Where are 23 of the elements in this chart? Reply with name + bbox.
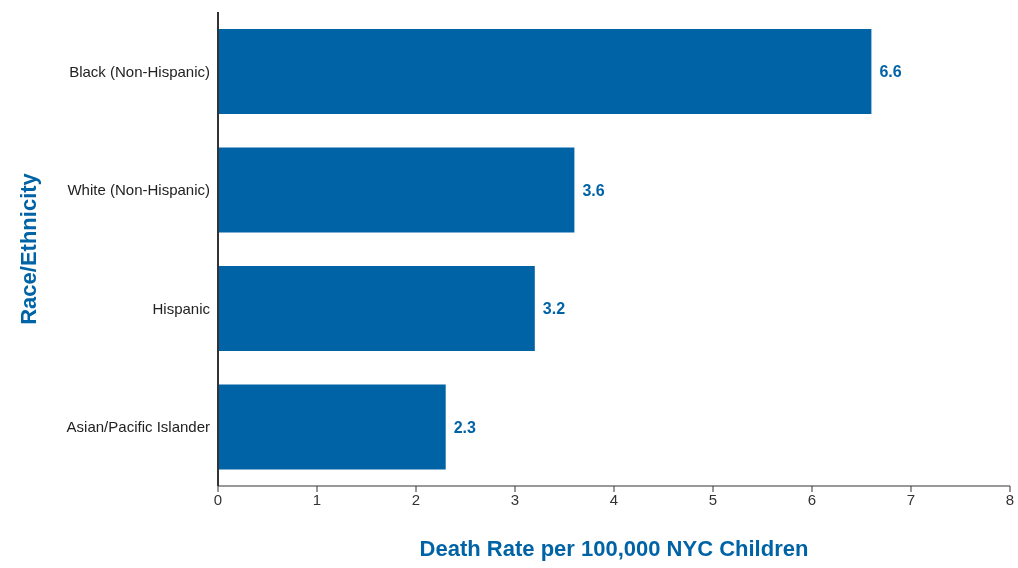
bar xyxy=(218,147,575,233)
data-label: 2.3 xyxy=(453,418,477,436)
x-tick-label: 0 xyxy=(213,490,223,508)
y-tick-label: White (Non-Hispanic) xyxy=(67,181,210,199)
x-tick-label: 1 xyxy=(312,490,322,508)
x-tick-label: 3 xyxy=(510,490,520,508)
x-tick-label: 4 xyxy=(609,490,619,508)
data-label: 3.6 xyxy=(582,181,605,199)
y-tick-label: Hispanic xyxy=(152,299,211,317)
x-axis-title: Death Rate per 100,000 NYC Children xyxy=(419,535,809,561)
x-tick-label: 5 xyxy=(708,490,718,508)
data-label: 3.2 xyxy=(542,300,566,318)
y-axis-title: Race/Ethnicity xyxy=(15,172,41,325)
data-label: 6.6 xyxy=(879,63,902,81)
y-tick-label: Black (Non-Hispanic) xyxy=(69,62,210,80)
bar xyxy=(218,266,535,351)
x-tick-label: 7 xyxy=(906,490,916,508)
bar xyxy=(218,29,872,114)
x-tick-label: 2 xyxy=(411,490,421,508)
y-tick-label: Asian/Pacific Islander xyxy=(66,418,210,436)
x-tick-label: 6 xyxy=(807,490,817,508)
bar xyxy=(218,384,446,470)
x-tick-label: 8 xyxy=(1005,490,1015,508)
